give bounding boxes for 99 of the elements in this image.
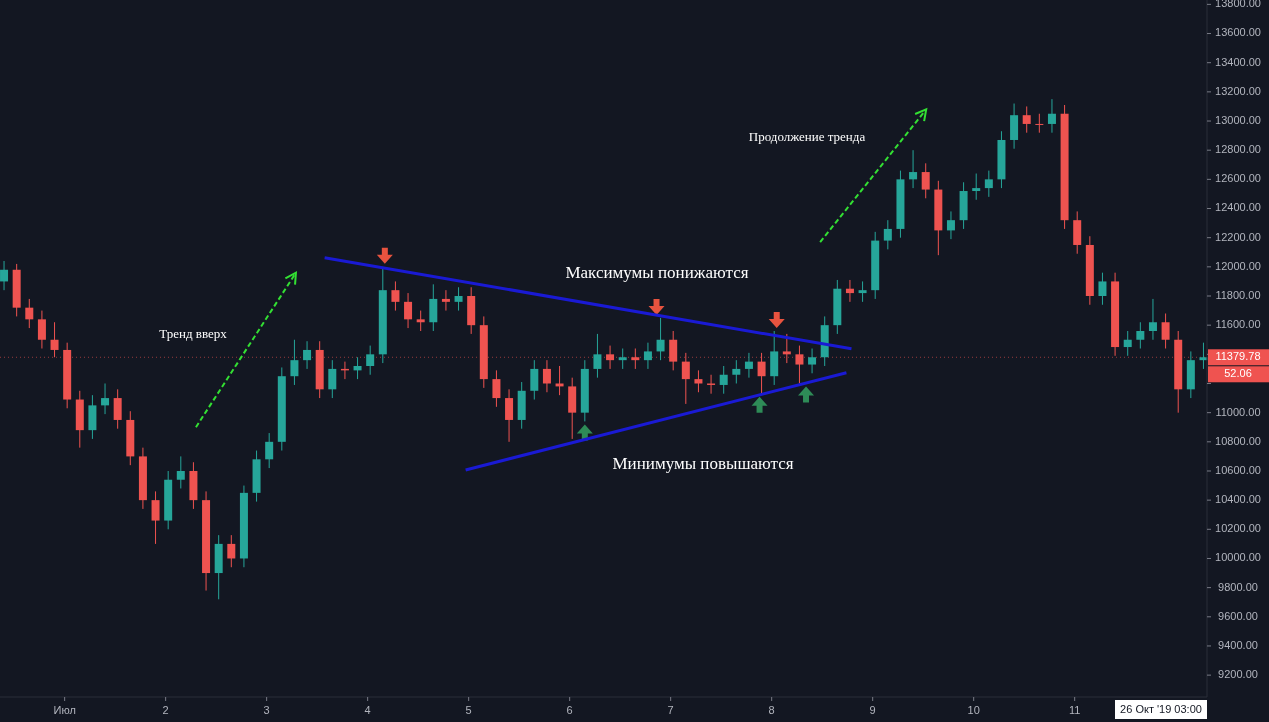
candlestick bbox=[681, 352, 690, 405]
candlestick bbox=[37, 310, 46, 349]
y-tick-label: 11000.00 bbox=[1215, 405, 1261, 418]
annotation: Максимумы понижаются bbox=[565, 262, 749, 282]
candlestick bbox=[492, 369, 501, 408]
x-tick-label: Июл bbox=[53, 703, 76, 716]
y-tick-label: 12000.00 bbox=[1215, 259, 1261, 272]
candlestick bbox=[50, 321, 59, 358]
y-tick-label: 12400.00 bbox=[1215, 201, 1261, 214]
candlestick bbox=[795, 345, 804, 384]
candlestick bbox=[101, 383, 110, 415]
candlestick bbox=[1123, 330, 1132, 357]
x-tick-label: 9 bbox=[869, 703, 876, 716]
x-tick-label: 3 bbox=[263, 703, 270, 716]
candlestick bbox=[631, 348, 640, 370]
candlestick bbox=[303, 340, 312, 370]
candlestick bbox=[353, 356, 362, 380]
ref-line-label: 11379.78 bbox=[1215, 350, 1261, 363]
candlestick bbox=[643, 342, 652, 370]
candlestick bbox=[669, 330, 678, 371]
x-tick-label: 5 bbox=[465, 703, 472, 716]
candlestick bbox=[1047, 98, 1056, 134]
text: 26 Окт '19 03:00 bbox=[1120, 702, 1202, 715]
candlestick bbox=[858, 280, 867, 303]
x-tick-label: 6 bbox=[566, 703, 573, 716]
candlestick bbox=[151, 490, 160, 545]
candlestick bbox=[757, 352, 766, 396]
y-tick-label: 10200.00 bbox=[1215, 522, 1261, 535]
candlestick bbox=[441, 289, 450, 312]
candlestick bbox=[505, 388, 514, 443]
x-tick-label: 7 bbox=[667, 703, 674, 716]
candlestick bbox=[744, 352, 753, 379]
x-tick-label: 8 bbox=[768, 703, 775, 716]
candlestick bbox=[1035, 113, 1044, 134]
candlestick bbox=[290, 339, 299, 386]
candlestick bbox=[1022, 105, 1031, 134]
y-tick-label: 11600.00 bbox=[1215, 318, 1261, 331]
candlestick bbox=[265, 432, 274, 469]
candlestick bbox=[429, 283, 438, 332]
y-tick-label: 10000.00 bbox=[1215, 551, 1261, 564]
y-tick-label: 13400.00 bbox=[1215, 55, 1261, 68]
candlestick bbox=[25, 298, 34, 329]
y-tick-label: 10400.00 bbox=[1215, 493, 1261, 506]
y-tick-label: 9400.00 bbox=[1218, 638, 1258, 651]
candlestick bbox=[972, 173, 981, 201]
y-tick-label: 13600.00 bbox=[1215, 26, 1261, 39]
candlestick bbox=[0, 260, 9, 291]
candlestick bbox=[883, 219, 892, 250]
candlestick bbox=[530, 359, 539, 401]
text: 52.06 bbox=[1224, 367, 1252, 380]
candlestick bbox=[454, 286, 463, 312]
y-tick-label: 13200.00 bbox=[1215, 84, 1261, 97]
candlestick bbox=[694, 369, 703, 393]
y-tick-label: 11800.00 bbox=[1215, 288, 1261, 301]
candlestick bbox=[732, 359, 741, 384]
y-tick-label: 9800.00 bbox=[1218, 580, 1258, 593]
candlestick bbox=[366, 345, 375, 376]
y-tick-label: 10800.00 bbox=[1215, 434, 1261, 447]
candlestick bbox=[404, 292, 413, 329]
x-tick-label: 2 bbox=[162, 703, 169, 716]
candlestick bbox=[1098, 272, 1107, 306]
candlestick bbox=[555, 365, 564, 396]
y-tick-label: 13800.00 bbox=[1215, 0, 1261, 10]
candlestick bbox=[227, 534, 236, 568]
candlestick bbox=[921, 162, 930, 199]
annotation: Минимумы повышаются bbox=[612, 453, 794, 473]
y-tick-label: 9200.00 bbox=[1218, 668, 1258, 681]
candlestick bbox=[542, 359, 551, 393]
annotation: Продолжение тренда bbox=[748, 128, 866, 144]
candlestick bbox=[593, 333, 602, 379]
y-tick-label: 13000.00 bbox=[1215, 113, 1261, 126]
y-tick-label: 10600.00 bbox=[1215, 463, 1261, 476]
candlestick bbox=[1136, 321, 1145, 349]
candlestick bbox=[719, 365, 728, 395]
candlestick bbox=[416, 310, 425, 332]
candlestick bbox=[113, 388, 122, 430]
candlestick bbox=[656, 317, 665, 361]
candlestick bbox=[946, 210, 955, 240]
candlestick bbox=[606, 345, 615, 370]
x-tick-label: 10 bbox=[967, 703, 980, 716]
candlestick bbox=[391, 280, 400, 312]
annotation: Тренд вверх bbox=[159, 325, 228, 341]
candlestick bbox=[328, 359, 337, 399]
x-tick-label: 11 bbox=[1068, 703, 1081, 716]
candlestick bbox=[707, 374, 716, 395]
x-tick-label: 4 bbox=[364, 703, 371, 716]
y-tick-label: 12600.00 bbox=[1215, 172, 1261, 185]
candlestick bbox=[1148, 298, 1157, 341]
candlestick bbox=[782, 333, 791, 364]
y-tick-label: 12200.00 bbox=[1215, 230, 1261, 243]
candlestick bbox=[1161, 313, 1170, 349]
y-tick-label: 12800.00 bbox=[1215, 143, 1261, 156]
candlestick bbox=[845, 279, 854, 303]
candlestick bbox=[176, 455, 185, 489]
y-tick-label: 9600.00 bbox=[1218, 609, 1258, 622]
candlestick bbox=[909, 149, 918, 189]
candlestick bbox=[618, 348, 627, 370]
candlestick bbox=[808, 348, 817, 374]
candlestick bbox=[984, 170, 993, 198]
